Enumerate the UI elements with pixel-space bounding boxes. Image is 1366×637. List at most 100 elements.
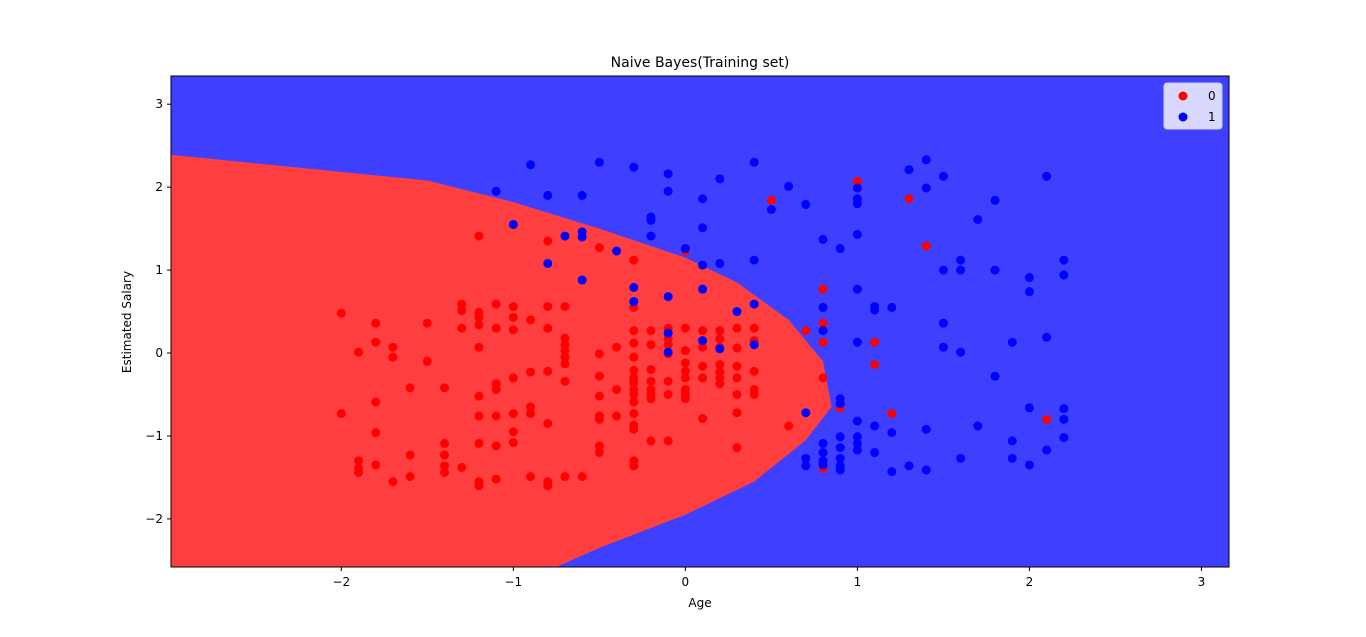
data-point-class-0	[749, 389, 759, 399]
data-point-class-1	[801, 461, 811, 471]
data-point-class-0	[663, 436, 673, 446]
data-point-class-0	[405, 472, 415, 482]
data-point-class-0	[818, 284, 828, 294]
data-point-class-0	[715, 334, 725, 344]
y-tick-label: −2	[145, 512, 163, 526]
data-point-class-0	[474, 391, 484, 401]
decision-region-class-0	[171, 154, 832, 567]
data-point-class-0	[646, 376, 656, 386]
data-point-class-1	[904, 461, 914, 471]
data-point-class-0	[698, 326, 708, 336]
data-point-class-1	[749, 157, 759, 167]
data-point-class-0	[336, 409, 346, 419]
data-point-class-0	[749, 323, 759, 333]
data-point-class-0	[629, 326, 639, 336]
x-tick-label: −1	[504, 575, 522, 589]
data-point-class-0	[440, 450, 450, 460]
data-point-class-0	[543, 302, 553, 312]
data-point-class-0	[474, 231, 484, 241]
data-point-class-1	[1059, 404, 1069, 414]
data-point-class-0	[508, 373, 518, 383]
legend-marker-class-1	[1178, 112, 1188, 122]
scatter-points	[336, 155, 1069, 491]
data-point-class-1	[577, 232, 587, 242]
data-point-class-0	[526, 367, 536, 377]
data-point-class-0	[371, 337, 381, 347]
data-point-class-1	[956, 347, 966, 357]
data-point-class-1	[818, 326, 828, 336]
data-point-class-0	[371, 460, 381, 470]
data-point-class-1	[749, 340, 759, 350]
data-point-class-0	[663, 389, 673, 399]
data-point-class-0	[388, 342, 398, 352]
data-point-class-0	[646, 365, 656, 375]
data-point-class-0	[612, 342, 622, 352]
x-tick-label: 3	[1198, 575, 1206, 589]
data-point-class-0	[474, 411, 484, 421]
data-point-class-0	[646, 436, 656, 446]
legend-label-class-0: 0	[1208, 89, 1216, 103]
data-point-class-0	[354, 347, 364, 357]
x-tick-label: −2	[332, 575, 350, 589]
y-tick-label: −1	[145, 429, 163, 443]
legend-label-class-1: 1	[1208, 110, 1216, 124]
data-point-class-0	[629, 409, 639, 419]
data-point-class-0	[629, 424, 639, 434]
data-point-class-0	[594, 349, 604, 359]
data-point-class-0	[680, 373, 690, 383]
data-point-class-0	[629, 365, 639, 375]
data-point-class-1	[801, 453, 811, 463]
data-point-class-1	[887, 467, 897, 477]
data-point-class-1	[560, 231, 570, 241]
data-point-class-0	[594, 371, 604, 381]
data-point-class-0	[440, 461, 450, 471]
data-point-class-1	[938, 342, 948, 352]
data-point-class-1	[990, 195, 1000, 205]
data-point-class-1	[818, 460, 828, 470]
data-point-class-0	[732, 373, 742, 383]
data-point-class-0	[732, 343, 742, 353]
data-point-class-0	[663, 376, 673, 386]
data-point-class-0	[371, 428, 381, 438]
data-point-class-0	[440, 467, 450, 477]
data-point-class-1	[801, 408, 811, 418]
data-point-class-1	[887, 428, 897, 438]
data-point-class-0	[680, 366, 690, 376]
data-point-class-0	[680, 346, 690, 356]
data-point-class-0	[491, 411, 501, 421]
data-point-class-1	[749, 255, 759, 265]
data-point-class-0	[801, 326, 811, 336]
data-point-class-1	[629, 297, 639, 307]
data-point-class-1	[852, 438, 862, 448]
data-point-class-0	[543, 366, 553, 376]
data-point-class-1	[646, 231, 656, 241]
data-point-class-0	[388, 352, 398, 362]
data-point-class-1	[973, 421, 983, 431]
data-point-class-1	[818, 234, 828, 244]
data-point-class-0	[577, 472, 587, 482]
data-point-class-0	[543, 323, 553, 333]
data-point-class-1	[921, 465, 931, 475]
data-point-class-0	[698, 373, 708, 383]
data-point-class-0	[594, 243, 604, 253]
data-point-class-1	[956, 453, 966, 463]
chart-title: Naive Bayes(Training set)	[611, 55, 790, 71]
data-point-class-0	[491, 474, 501, 484]
y-tick-label: 3	[155, 97, 163, 111]
data-point-class-1	[663, 347, 673, 357]
data-point-class-0	[680, 394, 690, 404]
data-point-class-0	[732, 389, 742, 399]
data-point-class-1	[852, 445, 862, 455]
data-point-class-1	[663, 328, 673, 338]
data-point-class-0	[698, 361, 708, 371]
x-tick-label: 1	[854, 575, 862, 589]
data-point-class-1	[612, 246, 622, 256]
data-point-class-0	[715, 326, 725, 336]
data-point-class-1	[973, 214, 983, 224]
data-point-class-0	[904, 194, 914, 204]
data-point-class-1	[904, 165, 914, 175]
data-point-class-0	[594, 414, 604, 424]
data-point-class-0	[457, 323, 467, 333]
data-point-class-1	[887, 302, 897, 312]
data-point-class-0	[818, 337, 828, 347]
